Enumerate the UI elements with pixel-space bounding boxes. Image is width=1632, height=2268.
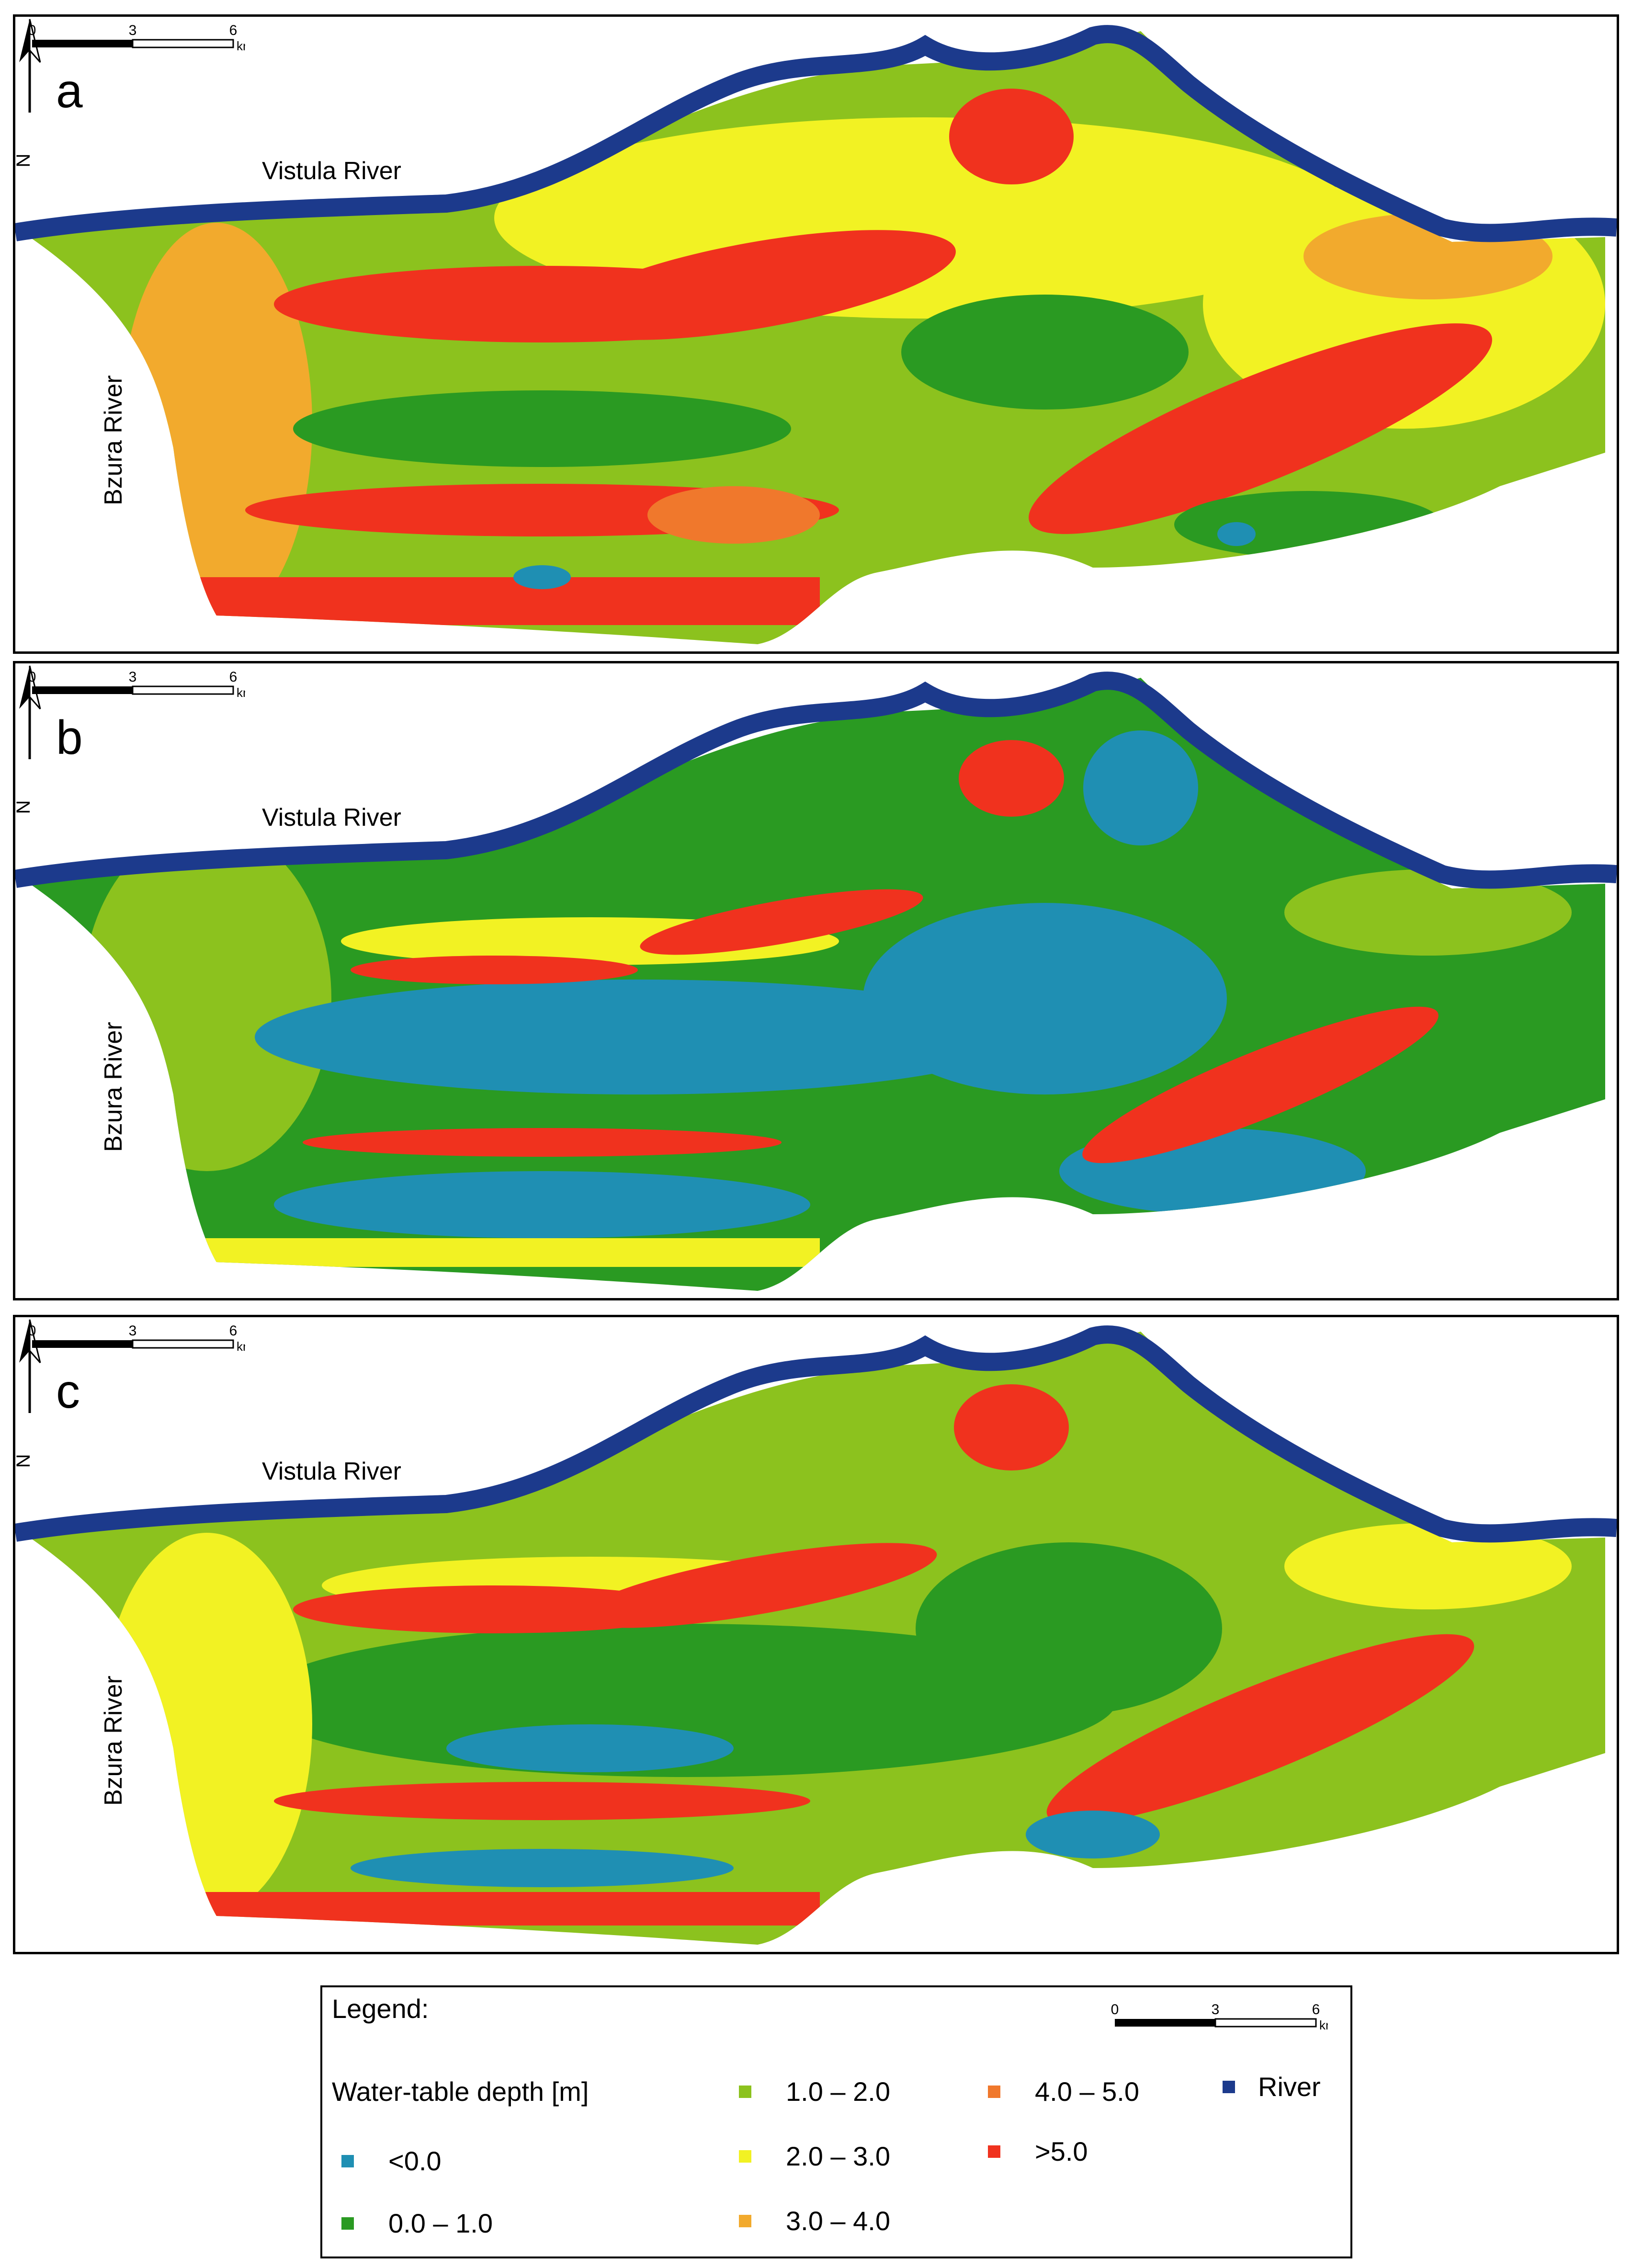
scale-unit: km bbox=[237, 39, 245, 53]
scale-tick: 0 bbox=[28, 669, 36, 685]
north-label: N bbox=[15, 800, 34, 814]
bzura-river-label: Bzura River bbox=[100, 375, 127, 505]
panel-letter: b bbox=[56, 711, 83, 764]
legend-item-gt5: >5.0 bbox=[988, 2136, 1088, 2167]
north-arrow-icon: N bbox=[15, 1319, 41, 1468]
map-a bbox=[15, 25, 1617, 644]
north-label: N bbox=[15, 1454, 34, 1468]
scale-bar: 0 3 6 km bbox=[28, 23, 245, 53]
legend-swatch bbox=[341, 2217, 354, 2230]
legend-scale-bar: 0 3 6 km bbox=[1111, 2002, 1328, 2032]
scale-tick: 3 bbox=[129, 669, 137, 685]
legend-item-3-4: 3.0 – 4.0 bbox=[739, 2205, 890, 2236]
north-label: N bbox=[15, 154, 34, 168]
legend: Legend: 0 3 6 km Water-table depth [m] <… bbox=[320, 1985, 1352, 2258]
scale-tick: 0 bbox=[28, 1323, 36, 1339]
vistula-river-label: Vistula River bbox=[262, 1458, 401, 1485]
legend-title: Legend: bbox=[332, 1994, 429, 2024]
bzura-river-label: Bzura River bbox=[100, 1022, 127, 1152]
map-panel-b: b Vistula River Bzura River N 0 3 6 km bbox=[13, 661, 1619, 1300]
scale-unit: km bbox=[237, 685, 245, 700]
panel-letter: a bbox=[56, 64, 83, 118]
legend-item-4-5: 4.0 – 5.0 bbox=[988, 2076, 1139, 2107]
legend-swatch bbox=[988, 2145, 1000, 2158]
scale-unit: km bbox=[1319, 2018, 1328, 2032]
scale-tick: 0 bbox=[1111, 2002, 1119, 2017]
scale-tick: 6 bbox=[229, 669, 238, 685]
legend-label: >5.0 bbox=[1035, 2136, 1088, 2166]
scale-tick: 3 bbox=[1212, 2002, 1220, 2017]
legend-item-0-1: 0.0 – 1.0 bbox=[341, 2208, 493, 2239]
map-b bbox=[15, 672, 1617, 1291]
legend-item-river: River bbox=[1223, 2071, 1321, 2102]
bzura-river-label: Bzura River bbox=[100, 1675, 127, 1806]
scale-unit: km bbox=[237, 1339, 245, 1354]
map-panel-a: a Vistula River Bzura River N 0 3 6 km bbox=[13, 14, 1619, 654]
scale-bar: 0 3 6 km bbox=[28, 1323, 245, 1354]
scale-tick: 0 bbox=[28, 23, 36, 38]
legend-swatch bbox=[341, 2154, 354, 2167]
legend-label: 1.0 – 2.0 bbox=[786, 2076, 890, 2107]
legend-item-1-2: 1.0 – 2.0 bbox=[739, 2076, 890, 2107]
legend-swatch bbox=[739, 2085, 751, 2098]
scale-tick: 6 bbox=[229, 1323, 238, 1339]
legend-swatch bbox=[1223, 2080, 1235, 2093]
vistula-river-label: Vistula River bbox=[262, 804, 401, 832]
legend-label: <0.0 bbox=[388, 2146, 442, 2176]
north-arrow-icon: N bbox=[15, 665, 41, 814]
panel-letter: c bbox=[56, 1365, 80, 1418]
legend-item-2-3: 2.0 – 3.0 bbox=[739, 2141, 890, 2172]
vistula-river-label: Vistula River bbox=[262, 157, 401, 185]
legend-item-lt0: <0.0 bbox=[341, 2145, 442, 2177]
scale-tick: 3 bbox=[129, 1323, 137, 1339]
legend-label: 4.0 – 5.0 bbox=[1035, 2076, 1139, 2107]
legend-swatch bbox=[739, 2214, 751, 2227]
legend-label: River bbox=[1258, 2072, 1321, 2102]
legend-swatch bbox=[988, 2085, 1000, 2098]
legend-subtitle: Water-table depth [m] bbox=[332, 2076, 589, 2107]
scale-bar: 0 3 6 km bbox=[28, 669, 245, 700]
scale-tick: 6 bbox=[1312, 2002, 1320, 2017]
legend-label: 3.0 – 4.0 bbox=[786, 2206, 890, 2236]
scale-tick: 3 bbox=[129, 23, 137, 38]
legend-label: 2.0 – 3.0 bbox=[786, 2141, 890, 2171]
map-panel-c: c Vistula River Bzura River N 0 3 6 km bbox=[13, 1315, 1619, 1954]
legend-label: 0.0 – 1.0 bbox=[388, 2208, 493, 2238]
legend-swatch bbox=[739, 2150, 751, 2163]
scale-tick: 6 bbox=[229, 23, 238, 38]
map-c bbox=[15, 1325, 1617, 1945]
